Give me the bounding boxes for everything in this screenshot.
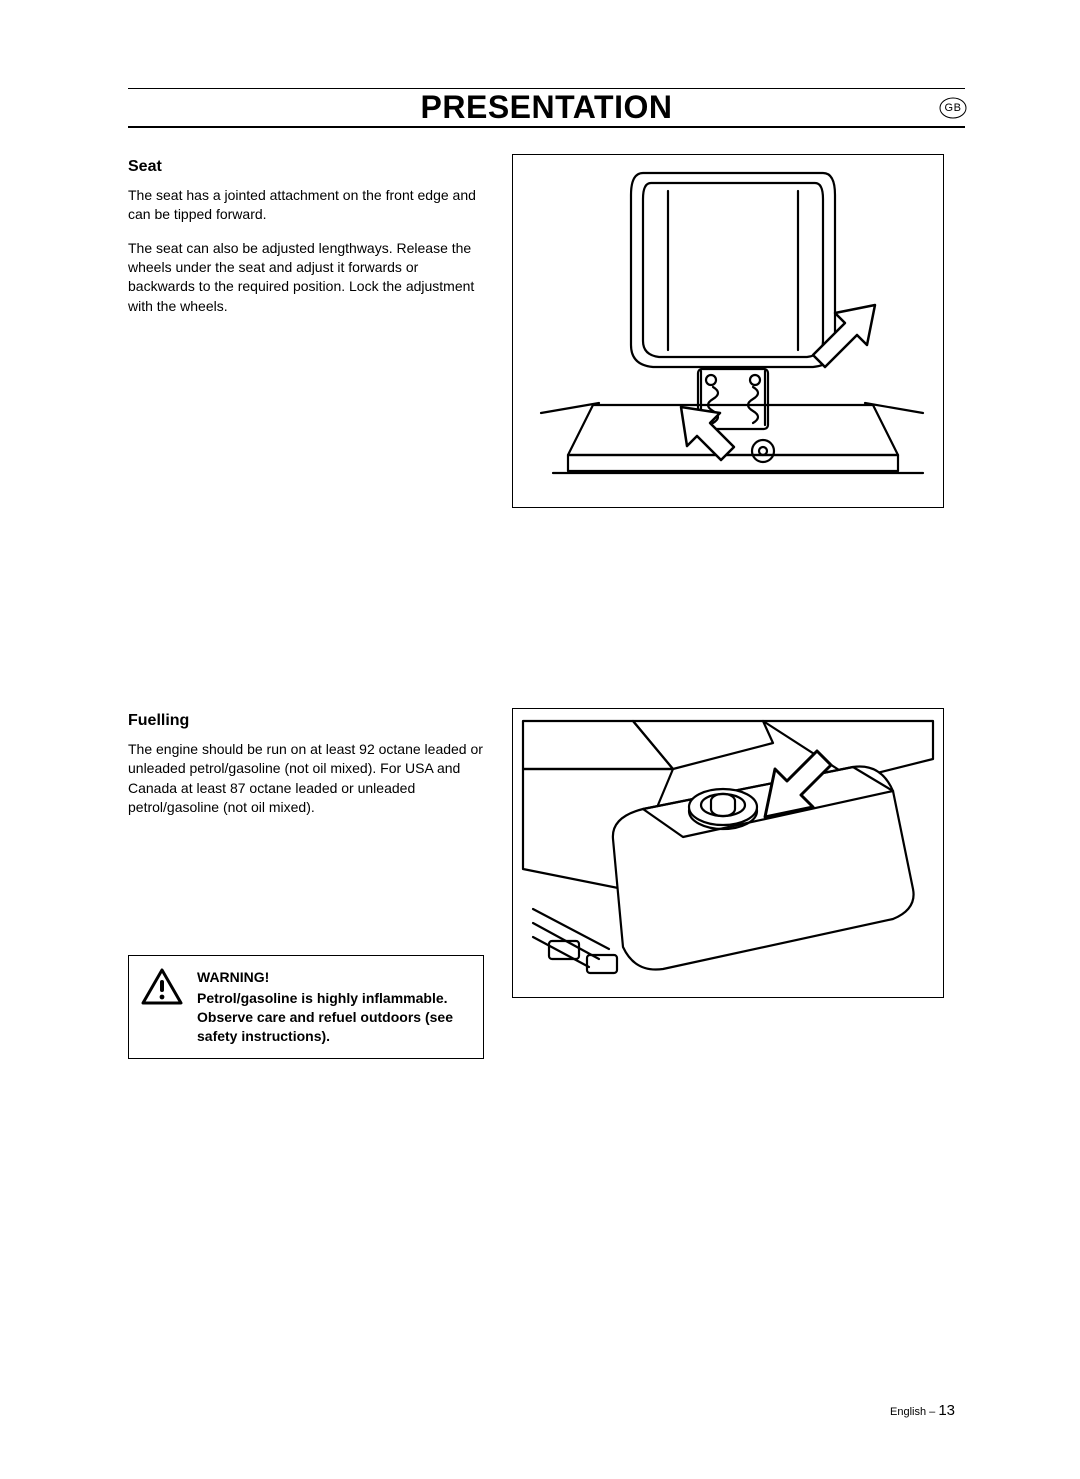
warning-text: WARNING! Petrol/gasoline is highly infla… bbox=[197, 968, 469, 1046]
seat-heading: Seat bbox=[128, 158, 484, 176]
language-badge: GB bbox=[939, 94, 967, 122]
page-footer: English – 13 bbox=[890, 1402, 955, 1419]
language-badge-label: GB bbox=[945, 102, 962, 114]
warning-body: Petrol/gasoline is highly inflammable. O… bbox=[197, 990, 453, 1044]
seat-paragraph-2: The seat can also be adjusted lengthways… bbox=[128, 239, 484, 316]
fuelling-text-column: Fuelling The engine should be run on at … bbox=[128, 708, 484, 1059]
seat-paragraph-1: The seat has a jointed attachment on the… bbox=[128, 186, 484, 225]
fuelling-paragraph-1: The engine should be run on at least 92 … bbox=[128, 740, 484, 817]
page-title: PRESENTATION bbox=[421, 89, 673, 126]
seat-figure-column bbox=[512, 154, 965, 508]
section-seat: Seat The seat has a jointed attachment o… bbox=[128, 154, 965, 508]
footer-page-number: 13 bbox=[938, 1402, 955, 1419]
seat-figure bbox=[512, 154, 944, 508]
section-fuelling: Fuelling The engine should be run on at … bbox=[128, 708, 965, 1059]
warning-box: WARNING! Petrol/gasoline is highly infla… bbox=[128, 955, 484, 1059]
page: PRESENTATION GB Seat The seat has a join… bbox=[0, 0, 1080, 1479]
seat-text-column: Seat The seat has a jointed attachment o… bbox=[128, 154, 484, 508]
fuelling-figure-column bbox=[512, 708, 965, 1059]
header-bar: PRESENTATION GB bbox=[128, 88, 965, 128]
warning-title: WARNING! bbox=[197, 968, 469, 987]
fuelling-heading: Fuelling bbox=[128, 712, 484, 730]
warning-icon bbox=[141, 968, 183, 1006]
fuel-figure bbox=[512, 708, 944, 998]
footer-sep: – bbox=[926, 1406, 938, 1418]
footer-language: English bbox=[890, 1406, 926, 1418]
